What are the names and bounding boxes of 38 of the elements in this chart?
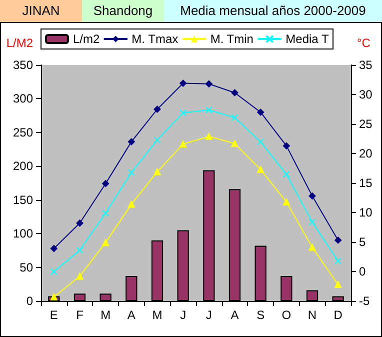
- y-tick-label: 150: [12, 192, 34, 207]
- x-tick-label: A: [230, 308, 239, 322]
- x-tick-label: A: [127, 308, 136, 322]
- legend-label: L/m2: [73, 32, 100, 46]
- y-tick-label: 350: [12, 58, 34, 72]
- y-tick-label: 100: [12, 226, 34, 241]
- x-tick-label: O: [282, 308, 292, 322]
- y2-tick-label: 35: [359, 58, 373, 72]
- x-tick-label: S: [256, 308, 265, 322]
- x-tick-label: F: [76, 308, 84, 322]
- x-tick-label: N: [308, 308, 317, 322]
- x-tick-label: M: [100, 308, 111, 322]
- y-tick-label: 300: [12, 92, 34, 106]
- chart-subtitle: Shandong: [82, 0, 164, 22]
- y2-tick-label: 25: [359, 117, 373, 131]
- x-tick-label: J: [206, 308, 212, 322]
- chart-title: JINAN: [0, 0, 82, 22]
- y2-tick-label: 30: [359, 88, 373, 102]
- legend-label: M. Tmin: [210, 32, 254, 46]
- y2-tick-label: 5: [359, 235, 366, 249]
- x-tick-label: J: [180, 308, 186, 322]
- y2-tick-label: 10: [359, 206, 373, 220]
- y-tick-label: 200: [12, 159, 34, 174]
- y2-tick-label: 15: [359, 176, 373, 190]
- y2-axis-title: °C: [357, 36, 371, 50]
- x-tick-label: M: [152, 308, 162, 322]
- x-tick-label: E: [50, 308, 58, 322]
- y2-tick-label: 20: [359, 146, 373, 160]
- legend-label: Media T: [286, 32, 330, 46]
- x-tick-label: D: [334, 308, 343, 322]
- y-tick-label: 50: [20, 260, 34, 274]
- y-tick-label: 250: [12, 125, 34, 140]
- y-tick-label: 0: [26, 294, 34, 308]
- text: Media mensual años 2000-2009: [164, 0, 382, 22]
- y2-tick-label: -5: [359, 294, 370, 308]
- legend-label: M. Tmax: [132, 32, 178, 46]
- y2-tick-label: 0: [359, 264, 366, 278]
- y-axis-title: L/M2: [6, 36, 34, 50]
